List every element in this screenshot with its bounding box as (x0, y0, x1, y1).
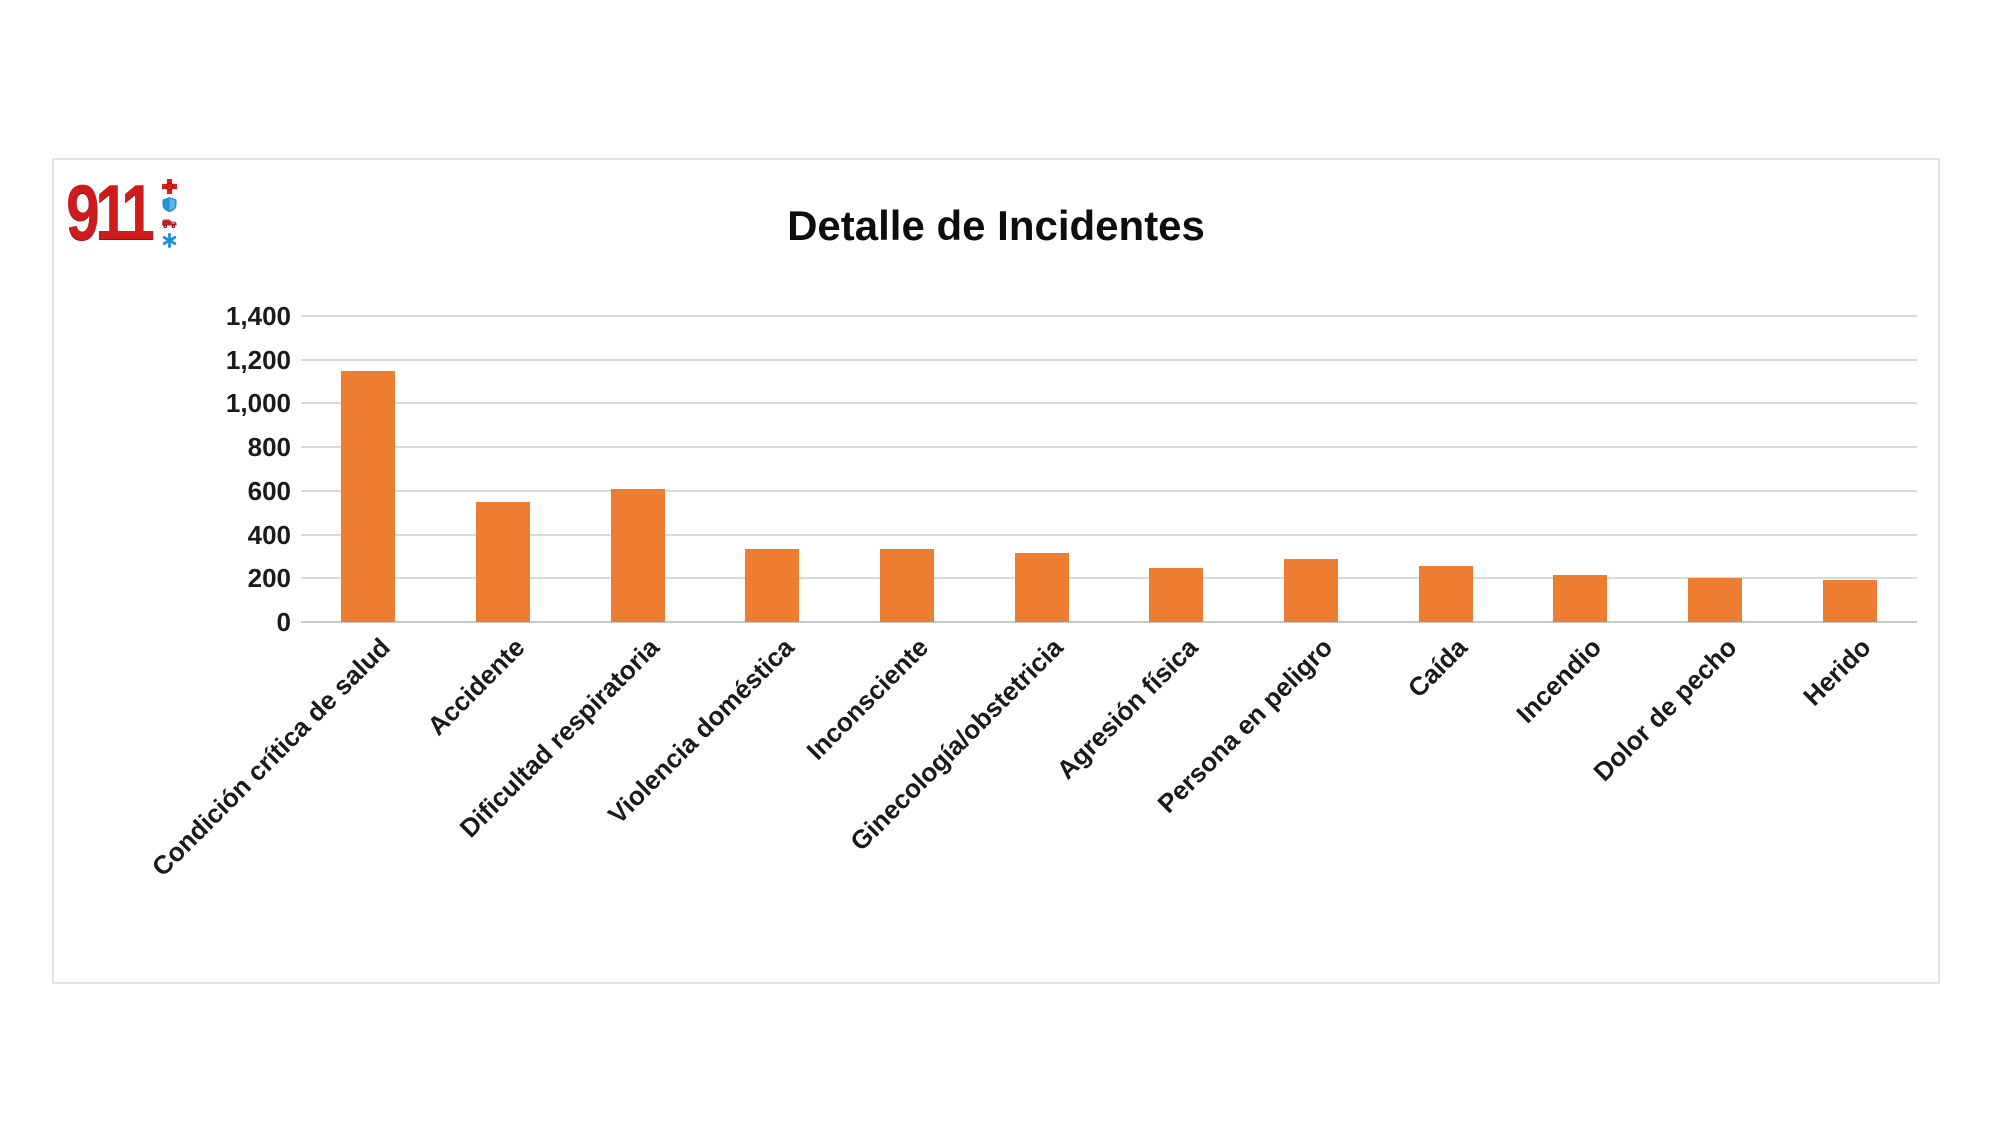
fire-cross-icon (161, 178, 177, 194)
gridline (301, 489, 1917, 492)
bar-1 (341, 370, 396, 622)
bar-9 (1418, 566, 1473, 622)
bar-4 (745, 548, 800, 622)
x-axis-label: Accidente (421, 632, 531, 742)
bar-11 (1688, 578, 1742, 622)
logo-911: 911 (66, 168, 177, 256)
y-tick-label: 1,000 (225, 388, 291, 419)
y-tick-label: 800 (247, 432, 291, 463)
logo-icon-stack (161, 178, 177, 248)
bar-2 (476, 501, 530, 622)
bar-8 (1284, 558, 1338, 622)
bar-7 (1149, 568, 1204, 622)
y-tick-label: 200 (247, 563, 291, 594)
gridline (301, 533, 1917, 536)
x-axis-baseline (301, 621, 1917, 623)
x-axis-label: Dolor de pecho (1587, 632, 1743, 788)
gridline (301, 577, 1917, 580)
gridline (301, 446, 1917, 449)
chart-card: 911 (52, 158, 1940, 984)
bar-10 (1553, 575, 1608, 622)
x-axis-label: Caída (1401, 632, 1473, 704)
x-axis-label: Herido (1797, 632, 1877, 712)
y-tick-label: 0 (276, 607, 291, 637)
x-axis-label: Agresión física (1050, 632, 1204, 786)
fire-truck-icon (162, 215, 177, 230)
star-of-life-icon (162, 232, 177, 248)
x-axis-label: Condición crítica de salud (145, 632, 396, 883)
y-tick-label: 400 (247, 519, 291, 550)
chart-title: Detalle de Incidentes (787, 202, 1205, 249)
gridline (301, 315, 1917, 317)
x-axis-label: Inconsciente (800, 632, 935, 766)
y-tick-label: 1,400 (225, 301, 291, 331)
bar-6 (1014, 553, 1069, 622)
gridline (301, 402, 1917, 405)
x-axis-label: Incendio (1510, 632, 1608, 729)
plot-area (301, 315, 1917, 623)
y-tick-label: 1,200 (225, 344, 291, 375)
logo-911-text: 911 (66, 168, 155, 256)
bar-12 (1822, 580, 1877, 622)
bar-5 (880, 548, 934, 622)
gridline (301, 358, 1917, 361)
y-tick-label: 600 (247, 475, 291, 506)
bar-3 (610, 488, 665, 622)
police-shield-icon (162, 196, 177, 212)
